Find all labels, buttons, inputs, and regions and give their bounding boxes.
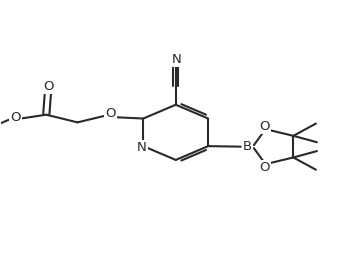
Text: O: O bbox=[105, 107, 116, 121]
Text: N: N bbox=[172, 53, 182, 66]
Text: O: O bbox=[10, 111, 21, 124]
Text: O: O bbox=[260, 161, 270, 174]
Text: B: B bbox=[243, 140, 252, 153]
Text: O: O bbox=[44, 80, 54, 93]
Text: O: O bbox=[260, 120, 270, 133]
Text: N: N bbox=[137, 141, 147, 154]
